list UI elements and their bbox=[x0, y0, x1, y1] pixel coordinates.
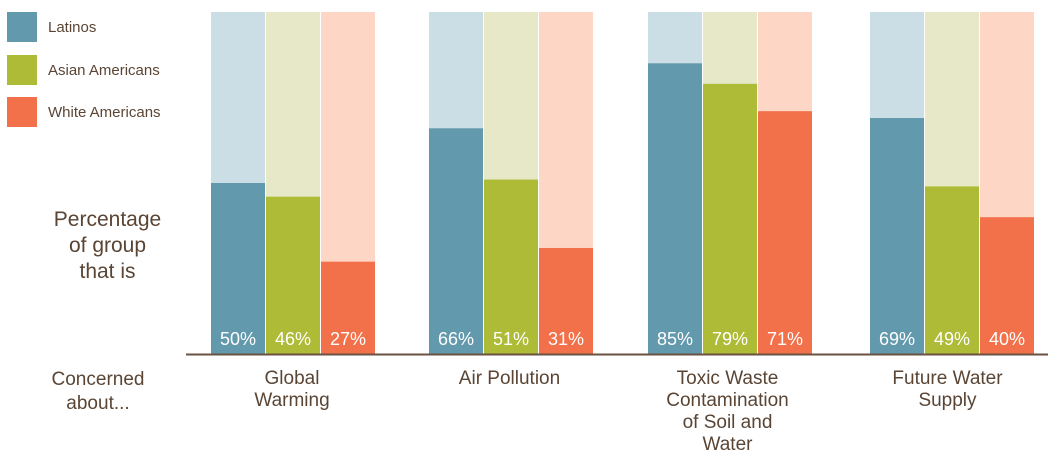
bar-value-label: 46% bbox=[275, 329, 311, 349]
bar-asian-americans bbox=[266, 196, 320, 354]
bar-latinos bbox=[429, 128, 483, 354]
legend-label: White Americans bbox=[48, 103, 161, 121]
bar-latinos bbox=[870, 118, 924, 355]
bar-value-label: 85% bbox=[657, 329, 693, 349]
bar-value-label: 51% bbox=[493, 329, 529, 349]
category-label-toxic-waste: Toxic Waste Contamination of Soil and Water bbox=[666, 368, 789, 455]
category-label-air-pollution: Air Pollution bbox=[458, 368, 561, 389]
bar-white-americans bbox=[980, 217, 1034, 354]
bar-asian-americans bbox=[925, 186, 979, 354]
bar-value-label: 31% bbox=[548, 329, 584, 349]
bar-value-label: 49% bbox=[934, 329, 970, 349]
legend-item-white-americans: White Americans bbox=[7, 97, 161, 127]
legend-swatch-asian-americans bbox=[7, 55, 37, 85]
bar-white-americans bbox=[539, 247, 593, 354]
legend-item-latinos: Latinos bbox=[7, 12, 96, 42]
bar-value-label: 69% bbox=[879, 329, 915, 349]
legend-label: Latinos bbox=[48, 18, 97, 36]
bar-latinos bbox=[211, 183, 265, 354]
bar-asian-americans bbox=[484, 179, 538, 354]
category-label-global-warming: Global Warming bbox=[254, 368, 330, 411]
bar-value-label: 71% bbox=[767, 329, 803, 349]
bar-value-label: 40% bbox=[989, 329, 1025, 349]
bar-white-americans bbox=[321, 261, 375, 354]
bar-latinos bbox=[648, 63, 702, 355]
legend-swatch-latinos bbox=[7, 12, 37, 42]
bar-value-label: 27% bbox=[330, 329, 366, 349]
bar-value-label: 79% bbox=[712, 329, 748, 349]
bar-value-label: 66% bbox=[438, 329, 474, 349]
bar-white-americans bbox=[758, 111, 812, 355]
legend-label: Asian Americans bbox=[48, 61, 160, 79]
x-axis-label: Concerned about... bbox=[51, 369, 145, 414]
y-axis-label: Percentage of group that is bbox=[53, 208, 162, 283]
bar-value-label: 50% bbox=[220, 329, 256, 349]
category-label-future-water-supply: Future Water Supply bbox=[892, 368, 1003, 411]
legend-swatch-white-americans bbox=[7, 97, 37, 127]
legend-item-asian-americans: Asian Americans bbox=[7, 55, 160, 85]
bar-asian-americans bbox=[703, 83, 757, 354]
